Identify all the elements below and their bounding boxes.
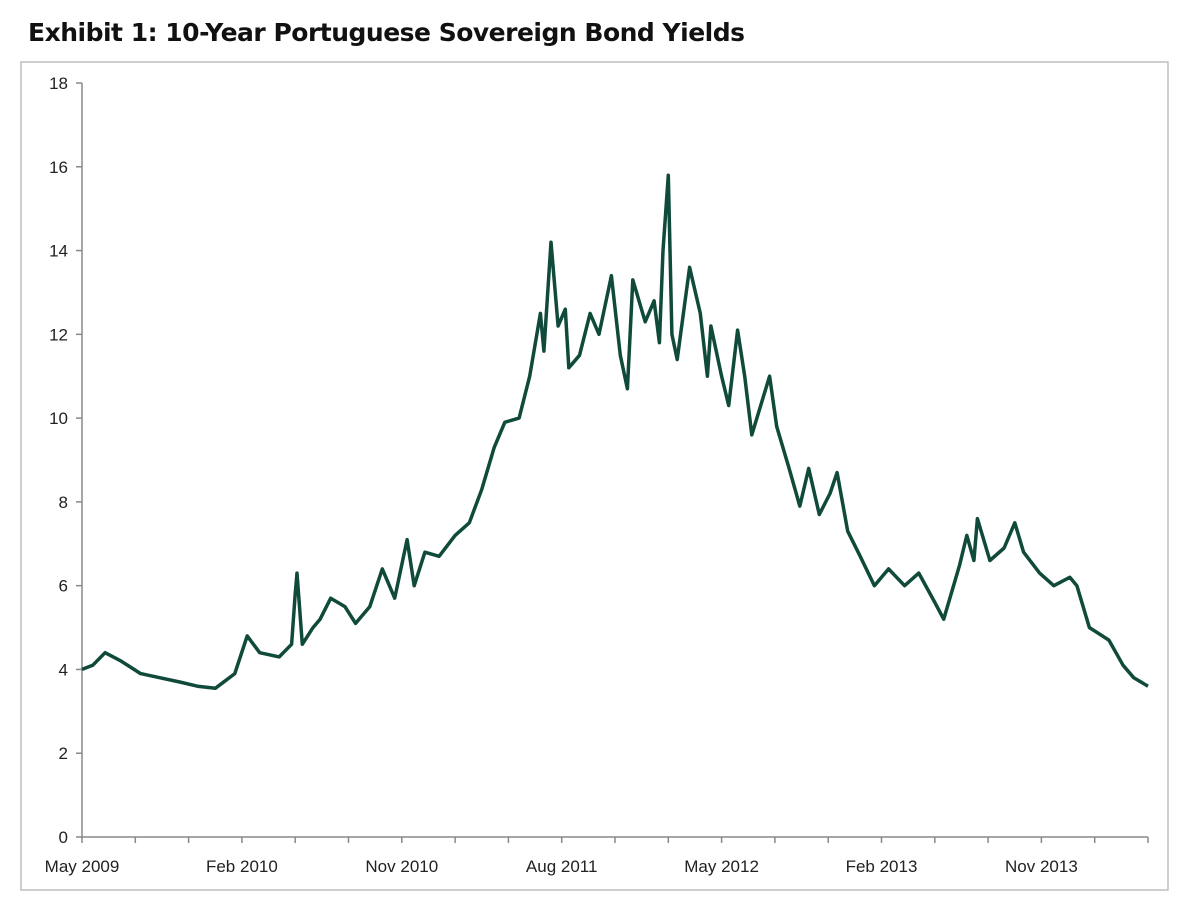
x-tick-label: May 2009	[45, 857, 120, 876]
chart-title: Exhibit 1: 10-Year Portuguese Sovereign …	[28, 18, 745, 47]
chart-border	[20, 61, 1169, 891]
x-tick-label: Nov 2013	[1005, 857, 1078, 876]
y-tick-label: 4	[59, 660, 68, 679]
x-tick-label: Feb 2010	[206, 857, 278, 876]
y-tick-label: 18	[49, 74, 68, 93]
series-line-bond-yield	[81, 173, 1149, 691]
y-tick-label: 10	[49, 409, 68, 428]
y-tick-label: 16	[49, 158, 68, 177]
y-tick-label: 14	[49, 242, 68, 261]
y-tick-label: 2	[59, 744, 68, 763]
x-tick-label: Aug 2011	[526, 857, 598, 876]
y-tick-label: 0	[59, 828, 68, 847]
y-tick-label: 12	[49, 325, 68, 344]
y-tick-label: 8	[59, 493, 68, 512]
y-tick-label: 6	[59, 577, 68, 596]
x-tick-label: Feb 2013	[846, 857, 918, 876]
x-tick-label: May 2012	[684, 857, 759, 876]
x-tick-label: Nov 2010	[365, 857, 438, 876]
